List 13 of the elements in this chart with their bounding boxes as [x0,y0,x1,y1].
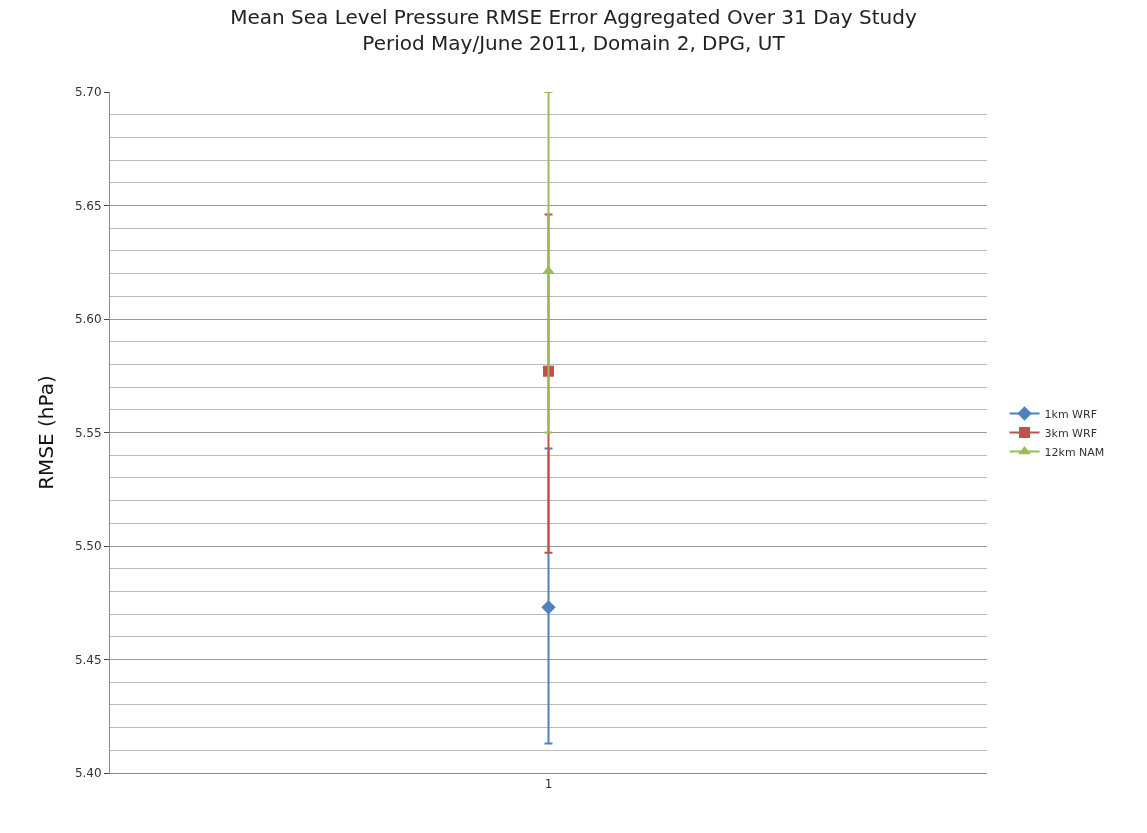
y-tick-label: 5.55 [74,425,102,440]
chart-title: Mean Sea Level Pressure RMSE Error Aggregated Over 31 Day Study Period May/June 2011, Domain 2, DPG, UT [230,5,917,55]
legend-label: 1km WRF [1044,407,1097,421]
y-tick-label: 5.65 [74,198,102,213]
y-tick-label: 5.60 [74,312,102,327]
legend-label: 3km WRF [1044,426,1097,440]
y-tick-label: 5.45 [74,652,102,667]
y-tick-label: 5.40 [74,766,102,781]
x-tick-label: 1 [544,777,553,792]
legend-label: 12km NAM [1044,445,1105,459]
y-tick-label: 5.50 [74,539,102,554]
y-axis-title: RMSE (hPa) [34,375,59,490]
y-tick-label: 5.70 [74,85,102,100]
